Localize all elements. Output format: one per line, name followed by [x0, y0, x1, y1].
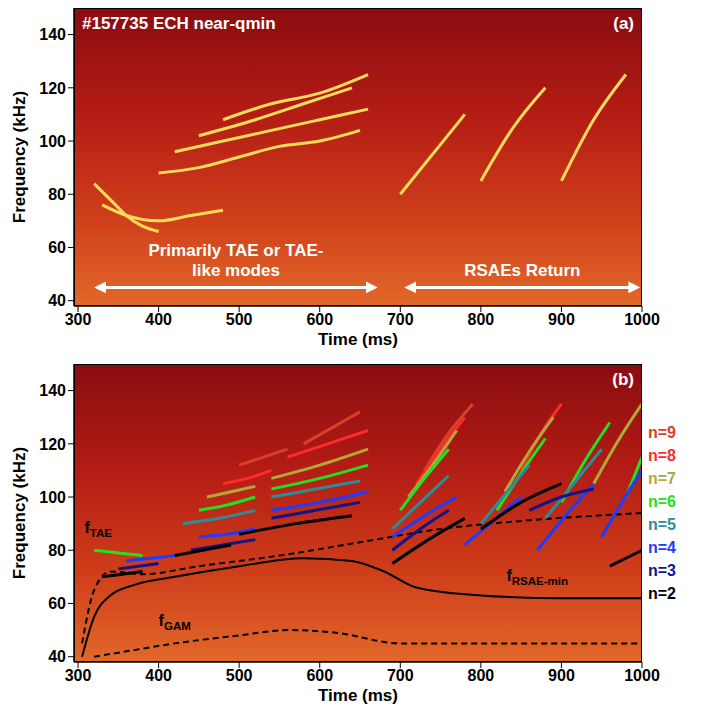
svg-text:900: 900: [548, 667, 575, 684]
html-text:fGAM: fGAM: [158, 612, 191, 633]
svg-text:100: 100: [39, 133, 66, 150]
html-text:fTAE: fTAE: [84, 518, 112, 539]
html-text:n=9: n=9: [648, 424, 676, 441]
html-text:(b): (b): [612, 370, 634, 389]
svg-text:140: 140: [39, 26, 66, 43]
html-text:RSAEs Return: RSAEs Return: [464, 261, 581, 281]
html-text:n=2: n=2: [648, 585, 676, 602]
svg-text:40: 40: [48, 648, 66, 665]
html-text:n=8: n=8: [648, 447, 676, 464]
svg-text:400: 400: [145, 667, 172, 684]
html-text:n=5: n=5: [648, 516, 676, 533]
svg-text:120: 120: [39, 436, 66, 453]
html-text:Frequency (kHz): Frequency (kHz): [10, 90, 29, 224]
svg-text:400: 400: [145, 311, 172, 328]
html-text:Frequency (kHz): Frequency (kHz): [10, 446, 29, 580]
svg-text:800: 800: [468, 311, 495, 328]
svg-text:100: 100: [39, 489, 66, 506]
svg-text:300: 300: [65, 311, 92, 328]
svg-text:60: 60: [48, 239, 66, 256]
html-text:Time (ms): Time (ms): [318, 686, 398, 705]
svg-text:900: 900: [548, 311, 575, 328]
html-text:Time (ms): Time (ms): [318, 330, 398, 349]
svg-text:600: 600: [306, 667, 333, 684]
html-text:(a): (a): [613, 14, 634, 33]
svg-text:120: 120: [39, 80, 66, 97]
svg-text:140: 140: [39, 382, 66, 399]
svg-text:500: 500: [226, 311, 253, 328]
svg-text:80: 80: [48, 542, 66, 559]
svg-text:1000: 1000: [624, 667, 660, 684]
html-text:n=3: n=3: [648, 562, 676, 579]
svg-text:700: 700: [387, 667, 414, 684]
svg-text:1000: 1000: [624, 311, 660, 328]
html-text:n=7: n=7: [648, 470, 676, 487]
svg-text:80: 80: [48, 186, 66, 203]
svg-text:300: 300: [65, 667, 92, 684]
svg-text:40: 40: [48, 292, 66, 309]
html-text:n=6: n=6: [648, 493, 676, 510]
svg-text:800: 800: [468, 667, 495, 684]
html-text:#157735 ECH near-qmin: #157735 ECH near-qmin: [82, 14, 276, 33]
html-text:Primarily TAE or TAE-like mode: Primarily TAE or TAE-like modes: [148, 241, 324, 281]
html-text:fRSAE-min: fRSAE-min: [506, 566, 569, 587]
svg-text:600: 600: [306, 311, 333, 328]
svg-text:60: 60: [48, 595, 66, 612]
svg-text:700: 700: [387, 311, 414, 328]
html-text:n=4: n=4: [648, 539, 676, 556]
svg-text:500: 500: [226, 667, 253, 684]
